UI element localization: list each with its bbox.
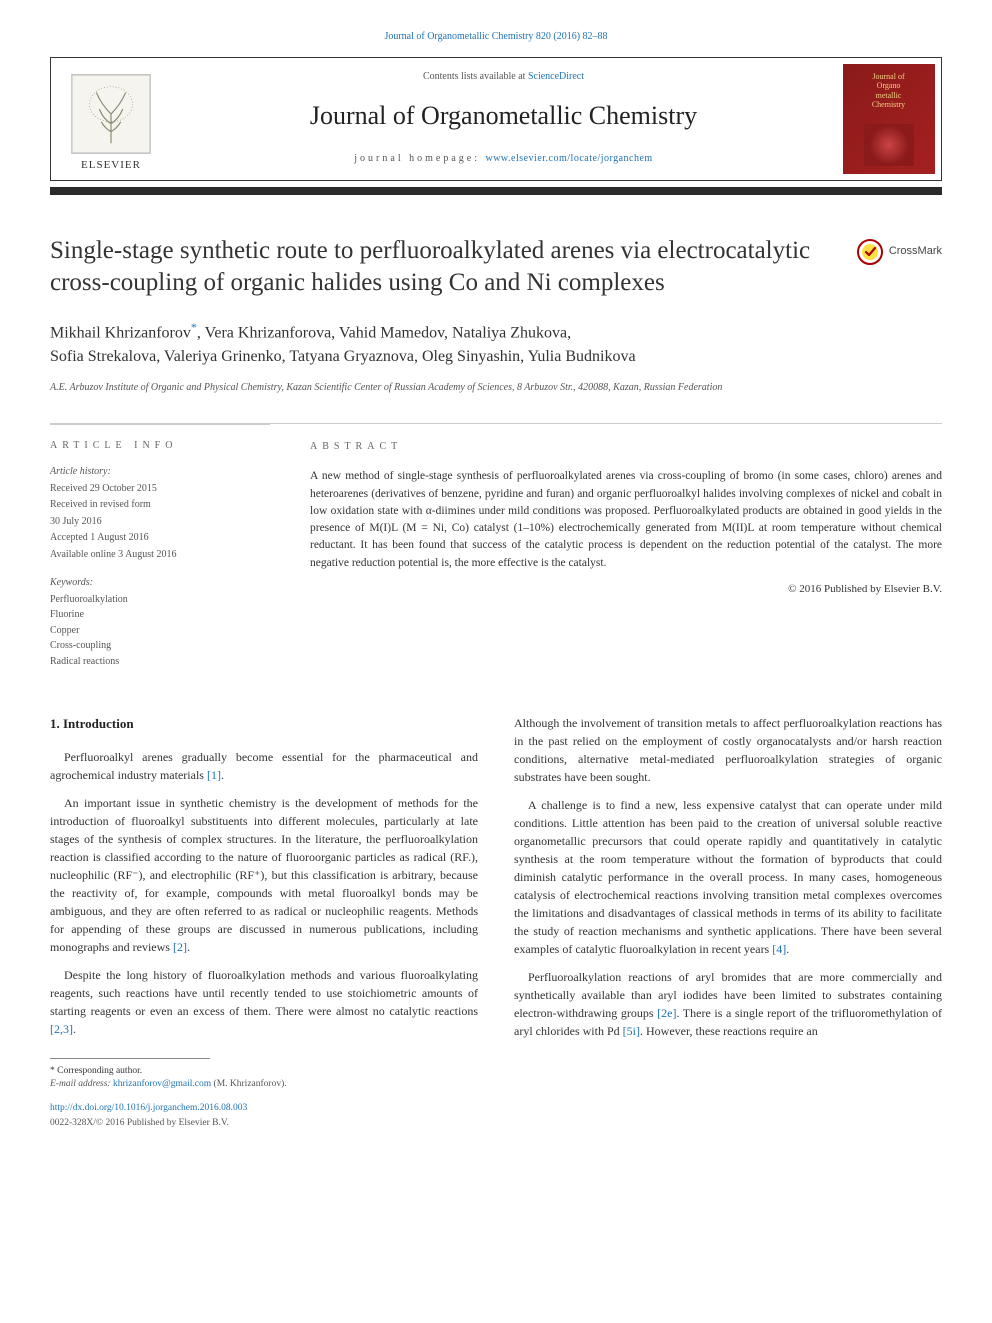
- paragraph: An important issue in synthetic chemistr…: [50, 794, 478, 956]
- keyword: Perfluoroalkylation: [50, 593, 270, 608]
- keyword: Copper: [50, 624, 270, 639]
- homepage-prefix: journal homepage:: [354, 153, 485, 164]
- text-run: .: [221, 768, 224, 782]
- citation-link[interactable]: [2,3]: [50, 1022, 73, 1036]
- paragraph: Although the involvement of transition m…: [514, 714, 942, 786]
- contents-available-line: Contents lists available at ScienceDirec…: [423, 70, 584, 85]
- keywords-label: Keywords:: [50, 576, 270, 591]
- abstract-copyright: © 2016 Published by Elsevier B.V.: [310, 582, 942, 598]
- citation-link[interactable]: [2]: [173, 940, 187, 954]
- cover-line2: Organo: [877, 81, 901, 90]
- online-date: Available online 3 August 2016: [50, 548, 270, 563]
- sciencedirect-link[interactable]: ScienceDirect: [528, 71, 584, 82]
- crossmark-label: CrossMark: [889, 244, 942, 260]
- journal-masthead: ELSEVIER Contents lists available at Sci…: [50, 57, 942, 181]
- corr-label: * Corresponding author.: [50, 1066, 142, 1076]
- elsevier-tree-icon: [71, 74, 151, 154]
- crossmark-badge[interactable]: CrossMark: [857, 239, 942, 265]
- corresponding-author-footnote: * Corresponding author. E-mail address: …: [50, 1065, 478, 1092]
- article-info-head: article info: [50, 439, 270, 454]
- citation-link[interactable]: [5i]: [623, 1024, 640, 1038]
- article-body: 1. Introduction Perfluoroalkyl arenes gr…: [50, 714, 942, 1130]
- masthead-center: Contents lists available at ScienceDirec…: [171, 58, 836, 180]
- received-date: Received 29 October 2015: [50, 482, 270, 497]
- cover-art-icon: [864, 124, 914, 166]
- revised-line2: 30 July 2016: [50, 515, 270, 530]
- keyword: Cross-coupling: [50, 639, 270, 654]
- journal-cover-block: Journal of Organo metallic Chemistry: [836, 58, 941, 180]
- authors-block: Mikhail Khrizanforov*, Vera Khrizanforov…: [50, 318, 942, 369]
- crossmark-icon: [857, 239, 883, 265]
- text-run: .: [73, 1022, 76, 1036]
- publisher-name: ELSEVIER: [81, 158, 141, 174]
- text-run: Perfluoroalkyl arenes gradually become e…: [50, 750, 478, 782]
- author-1: Mikhail Khrizanforov: [50, 324, 191, 341]
- journal-cover-thumbnail: Journal of Organo metallic Chemistry: [843, 64, 935, 174]
- history-label: Article history:: [50, 465, 270, 480]
- authors-line2: Sofia Strekalova, Valeriya Grinenko, Tat…: [50, 348, 636, 365]
- text-run: .: [187, 940, 190, 954]
- affiliation: A.E. Arbuzov Institute of Organic and Ph…: [50, 381, 942, 395]
- email-tail: (M. Khrizanforov).: [211, 1079, 286, 1089]
- text-run: A challenge is to find a new, less expen…: [514, 798, 942, 956]
- journal-title: Journal of Organometallic Chemistry: [310, 97, 697, 135]
- issn-copyright: 0022-328X/© 2016 Published by Elsevier B…: [50, 1118, 229, 1128]
- text-run: .: [786, 942, 789, 956]
- doi-link[interactable]: http://dx.doi.org/10.1016/j.jorganchem.2…: [50, 1103, 247, 1113]
- article-info-sidebar: article info Article history: Received 2…: [50, 424, 270, 685]
- revised-line1: Received in revised form: [50, 498, 270, 513]
- doi-block: http://dx.doi.org/10.1016/j.jorganchem.2…: [50, 1101, 478, 1130]
- keyword: Fluorine: [50, 608, 270, 623]
- cover-line1: Journal of: [872, 72, 904, 81]
- footnote-separator: [50, 1058, 210, 1059]
- journal-homepage-line: journal homepage: www.elsevier.com/locat…: [354, 152, 652, 167]
- abstract-text: A new method of single-stage synthesis o…: [310, 468, 942, 572]
- text-run: . However, these reactions require an: [640, 1024, 818, 1038]
- corresponding-email-link[interactable]: khrizanforov@gmail.com: [113, 1079, 211, 1089]
- cover-line4: Chemistry: [872, 100, 905, 109]
- journal-homepage-link[interactable]: www.elsevier.com/locate/jorganchem: [485, 153, 652, 164]
- publisher-block: ELSEVIER: [51, 58, 171, 180]
- section-heading: 1. Introduction: [50, 714, 478, 734]
- paragraph: Perfluoroalkylation reactions of aryl br…: [514, 968, 942, 1040]
- paragraph: Despite the long history of fluoroalkyla…: [50, 966, 478, 1038]
- abstract-head: abstract: [310, 440, 942, 455]
- authors-line1-rest: , Vera Khrizanforova, Vahid Mamedov, Nat…: [197, 324, 571, 341]
- email-label: E-mail address:: [50, 1079, 113, 1089]
- journal-citation-link[interactable]: Journal of Organometallic Chemistry 820 …: [50, 30, 942, 45]
- accepted-date: Accepted 1 August 2016: [50, 531, 270, 546]
- citation-link[interactable]: [2e]: [657, 1006, 676, 1020]
- paragraph: A challenge is to find a new, less expen…: [514, 796, 942, 958]
- article-title: Single-stage synthetic route to perfluor…: [50, 235, 837, 300]
- citation-link[interactable]: [1]: [207, 768, 221, 782]
- text-run: Despite the long history of fluoroalkyla…: [50, 968, 478, 1018]
- text-run: An important issue in synthetic chemistr…: [50, 796, 478, 954]
- citation-link[interactable]: [4]: [772, 942, 786, 956]
- contents-prefix: Contents lists available at: [423, 71, 528, 82]
- paragraph: Perfluoroalkyl arenes gradually become e…: [50, 748, 478, 784]
- header-rule: [50, 187, 942, 195]
- cover-line3: metallic: [876, 91, 902, 100]
- keyword: Radical reactions: [50, 655, 270, 670]
- abstract-block: abstract A new method of single-stage sy…: [310, 440, 942, 685]
